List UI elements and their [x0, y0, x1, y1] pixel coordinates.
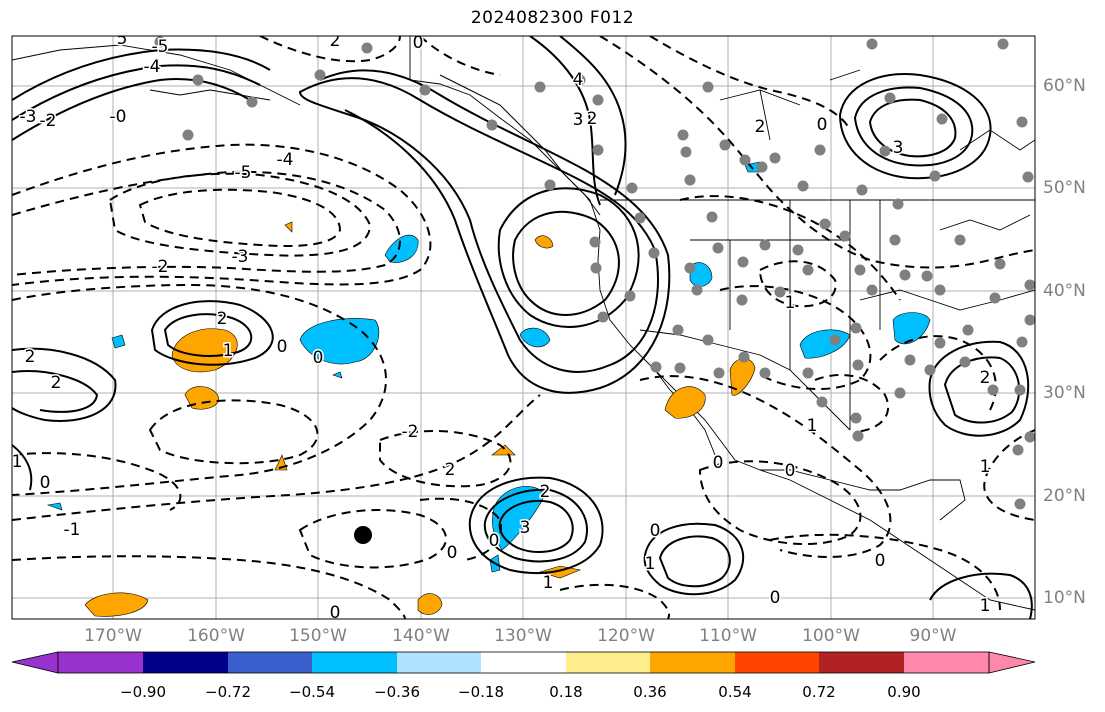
contour-label: 0	[330, 603, 341, 623]
contour-label: 0	[413, 33, 424, 53]
lon-label-170w: 170°W	[84, 626, 142, 646]
colorbar-bin	[58, 652, 143, 673]
alaska-squiggles	[149, 74, 601, 216]
colorbar-tick: 0.18	[549, 683, 583, 701]
dashed-contours	[12, 36, 1035, 619]
storm-center-marker	[354, 526, 372, 544]
colorbar-tick: −0.90	[120, 683, 166, 701]
contour-label: -0	[110, 107, 127, 127]
contour-label: -2	[152, 257, 169, 277]
lon-label-110w: 110°W	[699, 626, 757, 646]
contour-label: 0	[489, 531, 500, 551]
colorbar-bin	[904, 652, 989, 673]
map-title: 2024082300 F012	[470, 8, 635, 28]
contour-label: 2	[330, 31, 341, 51]
contour-label: 0	[650, 521, 661, 541]
contour-label: 0	[313, 348, 324, 368]
lon-label-160w: 160°W	[187, 626, 245, 646]
contour-label: 3	[520, 518, 531, 538]
colorbar-bin	[481, 652, 566, 673]
colorbar-high-extension	[988, 651, 1036, 674]
contour-label: 0	[447, 543, 458, 563]
colorbar-bin	[312, 652, 397, 673]
lat-label-60n: 60°N	[1043, 76, 1086, 96]
negative-anomaly-fills	[46, 161, 931, 573]
colorbar-tick: −0.54	[289, 683, 335, 701]
colorbar-bin	[735, 652, 819, 673]
contour-label: 0	[713, 453, 724, 473]
lon-label-100w: 100°W	[802, 626, 860, 646]
lat-label-40n: 40°N	[1043, 281, 1086, 301]
contour-label: 2	[25, 347, 36, 367]
contour-label: 0	[785, 461, 796, 481]
contour-label: 0	[277, 337, 288, 357]
lat-label-50n: 50°N	[1043, 178, 1086, 198]
solid-contours	[12, 36, 1033, 619]
colorbar-tick: 0.90	[887, 683, 921, 701]
lon-label-140w: 140°W	[392, 626, 450, 646]
contour-label: 1	[223, 341, 234, 361]
colorbar-tick: 0.36	[633, 683, 667, 701]
contour-label: 2	[217, 309, 228, 329]
colorbar-tick: 0.72	[802, 683, 836, 701]
lat-label-30n: 30°N	[1043, 383, 1086, 403]
contour-label: 1	[785, 293, 796, 313]
contour-label: -5	[235, 163, 252, 183]
contour-label: 3	[573, 110, 584, 130]
map-frame	[11, 35, 1036, 620]
contour-label: -5	[152, 37, 169, 57]
colorbar-bin	[228, 652, 312, 673]
colorbar-tick: 0.54	[718, 683, 752, 701]
contour-label: 2	[587, 109, 598, 129]
contour-label: 2	[445, 460, 456, 480]
lon-label-130w: 130°W	[494, 626, 552, 646]
lat-label-20n: 20°N	[1043, 486, 1086, 506]
contour-label: 0	[40, 473, 51, 493]
colorbar-bin	[397, 652, 481, 673]
contour-labels: -5-4-3 -2 -0-5-4-3-221 0022-10-1-2223000101…	[6, 29, 992, 623]
contour-label: 1	[807, 416, 818, 436]
contour-label: -4	[144, 57, 161, 77]
lon-label-150w: 150°W	[289, 626, 347, 646]
contour-label: -1	[6, 452, 23, 472]
contour-label: -2	[402, 422, 419, 442]
colorbar	[11, 651, 1036, 674]
lon-label-90w: 90°W	[909, 626, 957, 646]
contour-label: 2	[755, 117, 766, 137]
contour-label: 2	[51, 373, 62, 393]
contour-label: 0	[817, 115, 828, 135]
colorbar-bin	[650, 652, 735, 673]
lon-label-120w: 120°W	[597, 626, 655, 646]
contour-label: 1	[980, 596, 991, 616]
contour-label: 4	[573, 70, 584, 90]
colorbar-bin	[566, 652, 650, 673]
colorbar-tick: −0.72	[205, 683, 251, 701]
colorbar-bin	[819, 652, 904, 673]
contour-label: -1	[64, 520, 81, 540]
station-markers	[154, 36, 1035, 510]
contour-label: 0	[770, 588, 781, 608]
lat-label-10n: 10°N	[1043, 588, 1086, 608]
contour-label: 2	[980, 368, 991, 388]
colorbar-tick: −0.18	[458, 683, 504, 701]
contour-label: 1	[980, 457, 991, 477]
contour-label: 1	[645, 554, 656, 574]
contour-label: -3	[232, 247, 249, 267]
contour-label: 2	[540, 482, 551, 502]
colorbar-low-extension	[11, 651, 59, 674]
contour-label: 1	[543, 573, 554, 593]
contour-label: -3	[20, 107, 37, 127]
contour-label: -2	[40, 111, 57, 131]
colorbar-bin	[143, 652, 228, 673]
colorbar-tick: −0.36	[374, 683, 420, 701]
coastlines	[12, 36, 1035, 611]
contour-label: 3	[893, 138, 904, 158]
contour-label: 5	[117, 29, 128, 49]
contour-label: 0	[875, 551, 886, 571]
positive-anomaly-fills	[84, 221, 756, 617]
contour-label: -4	[277, 150, 294, 170]
